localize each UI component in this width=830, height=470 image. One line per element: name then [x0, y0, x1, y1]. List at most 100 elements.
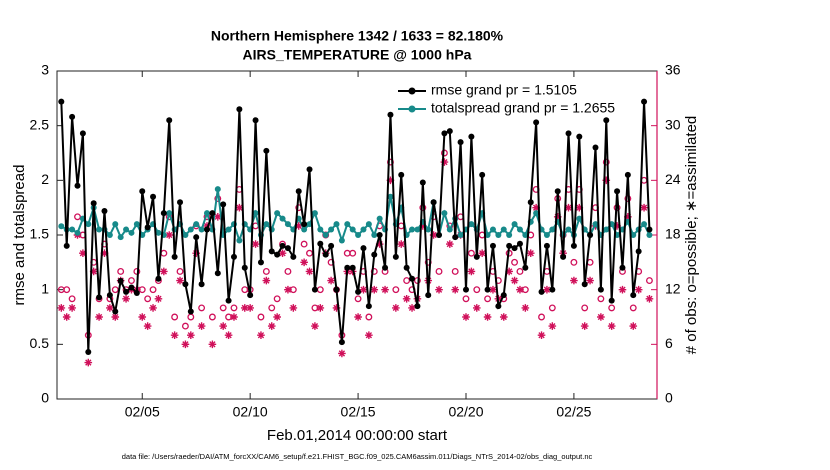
obs-assimilated [537, 331, 546, 340]
series-point [63, 242, 70, 249]
obs-assimilated [230, 313, 238, 321]
obs-assimilated [149, 304, 157, 312]
y-tick-label: 2.5 [30, 116, 50, 132]
obs-assimilated [332, 304, 341, 312]
series-point [128, 229, 135, 236]
series-point [198, 226, 205, 233]
series-point [150, 193, 157, 200]
obs-possible [608, 304, 616, 312]
y-tick-label: 0 [41, 390, 49, 406]
obs-assimilated [478, 249, 486, 258]
series-point [565, 226, 572, 233]
obs-possible [538, 313, 545, 321]
obs-assimilated [273, 313, 281, 321]
series-point [301, 221, 308, 228]
obs-assimilated [526, 249, 535, 258]
series-point [317, 240, 324, 247]
obs-assimilated [262, 276, 271, 285]
obs-assimilated [543, 285, 551, 294]
series-point [506, 232, 513, 238]
legend-marker [408, 87, 416, 95]
series-point [560, 253, 567, 260]
series-point [58, 223, 65, 230]
obs-assimilated [510, 276, 519, 285]
obs-possible [128, 277, 135, 285]
obs-assimilated [634, 285, 643, 294]
obs-assimilated [62, 313, 71, 321]
obs-assimilated [240, 304, 249, 312]
obs-assimilated [203, 222, 211, 230]
obs-possible [516, 267, 524, 275]
series-point [630, 232, 637, 238]
series-point [257, 259, 264, 266]
obs-possible [171, 313, 179, 321]
obs-possible [484, 295, 492, 303]
series-point [144, 224, 151, 231]
series-point [484, 286, 491, 293]
obs-possible [300, 240, 308, 248]
obs-possible [68, 295, 76, 303]
obs-assimilated [359, 285, 368, 294]
obs-assimilated [613, 222, 621, 230]
series-point [338, 339, 345, 346]
series-point [506, 242, 513, 249]
series-point [112, 308, 119, 315]
obs-possible [262, 267, 270, 275]
obs-assimilated [235, 203, 244, 212]
obs-assimilated [386, 176, 395, 185]
series-point [74, 182, 81, 189]
series-line [60, 101, 651, 353]
obs-assimilated [575, 203, 584, 212]
series-point [527, 199, 534, 206]
obs-assimilated [499, 313, 508, 321]
obs-assimilated [106, 304, 114, 312]
series-point [333, 286, 340, 293]
series-point [90, 200, 97, 207]
series-point [230, 253, 237, 260]
series-point [360, 245, 367, 252]
series-point [322, 251, 329, 258]
series-point [69, 226, 76, 233]
series-point [468, 221, 475, 228]
obs-possible [435, 267, 443, 275]
series-point [360, 226, 367, 233]
obs-assimilated [618, 285, 627, 294]
obs-assimilated [79, 249, 87, 258]
obs-assimilated [143, 322, 152, 330]
series-point [371, 251, 378, 258]
y2-tick-label: 36 [665, 62, 681, 78]
series-point [139, 188, 146, 195]
series-point [106, 232, 113, 238]
obs-assimilated [462, 313, 470, 321]
obs-assimilated [440, 158, 449, 166]
series-point [457, 232, 464, 238]
footnote: data file: /Users/raeder/DAI/ATM_forcXX/… [122, 452, 593, 461]
obs-assimilated [257, 331, 265, 340]
series-point [500, 292, 507, 299]
series-point [344, 221, 351, 228]
series-point [441, 130, 448, 137]
series-point [624, 171, 631, 178]
series-point [274, 210, 281, 217]
series-point [409, 275, 416, 282]
y-axis-label: rmse and totalspread [11, 165, 28, 306]
series-point [365, 221, 372, 228]
obs-assimilated [429, 231, 438, 239]
series-point [641, 221, 648, 228]
series-point [236, 106, 243, 113]
series-point [117, 234, 124, 241]
obs-assimilated [68, 304, 76, 312]
obs-assimilated [95, 313, 103, 321]
obs-assimilated [284, 285, 292, 294]
obs-possible [548, 304, 556, 312]
series-point [570, 242, 577, 249]
obs-assimilated [354, 313, 362, 321]
series-point [446, 226, 453, 233]
obs-assimilated [246, 304, 254, 312]
series-point [392, 253, 399, 260]
series-point [409, 226, 416, 233]
series-point [284, 221, 291, 228]
obs-possible [467, 249, 475, 257]
series-point [96, 226, 103, 233]
series-point [193, 234, 200, 241]
